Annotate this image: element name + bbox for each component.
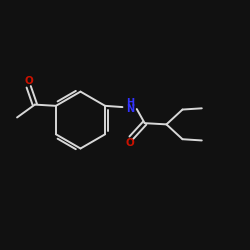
Text: H: H xyxy=(126,98,134,108)
Text: O: O xyxy=(24,76,33,86)
Text: N: N xyxy=(126,104,134,114)
Text: O: O xyxy=(126,138,134,148)
